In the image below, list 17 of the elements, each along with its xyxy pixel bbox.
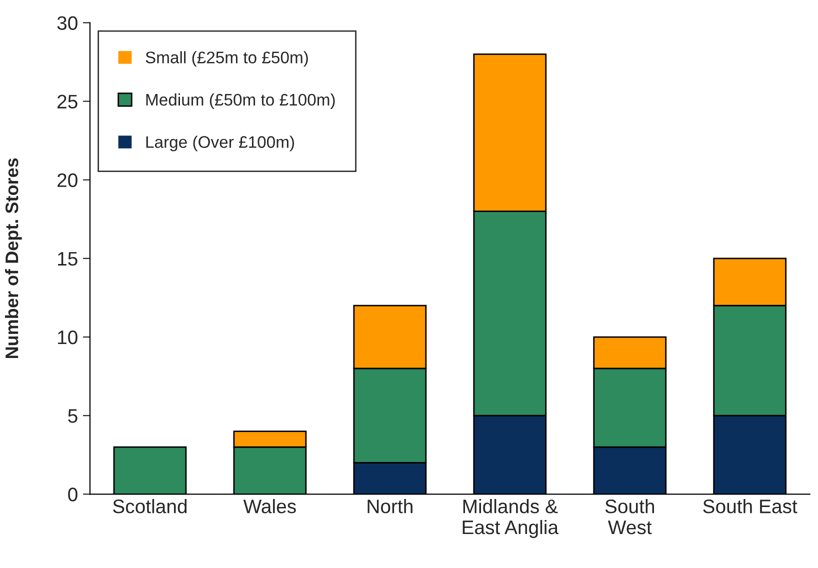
legend-label: Small (£25m to £50m): [146, 51, 308, 67]
legend-label: Medium (£50m to £100m): [146, 93, 335, 109]
x-tick-label: North: [368, 499, 412, 514]
y-tick-label: 5: [68, 409, 78, 423]
y-tick-label: 20: [58, 173, 78, 188]
y-tick-label: 15: [58, 252, 78, 266]
x-tick-label: Wales: [243, 499, 296, 514]
x-tick-label: Midlands & East Anglia: [462, 499, 559, 538]
y-tick-label: 0: [68, 488, 78, 502]
x-tick-label: South East: [703, 499, 798, 514]
y-tick-label: 30: [57, 16, 78, 30]
y-tick-label: 10: [58, 330, 78, 344]
x-tick-label: South West: [605, 499, 654, 534]
y-tick-label: 25: [58, 94, 78, 109]
y-axis-title: Number of Dept. Stores: [4, 158, 22, 358]
x-tick-label: Scotland: [113, 499, 187, 514]
legend-label: Large (Over £100m): [146, 136, 294, 152]
